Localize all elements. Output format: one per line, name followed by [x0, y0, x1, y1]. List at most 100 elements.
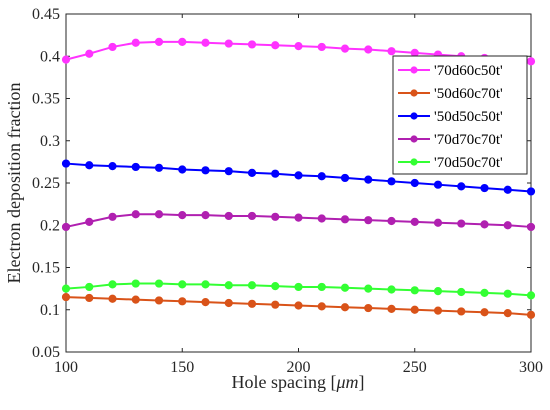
data-point	[224, 167, 233, 176]
data-point	[410, 286, 419, 295]
data-point	[61, 284, 71, 293]
legend-label: '50d60c70t'	[434, 86, 503, 102]
data-point	[271, 300, 280, 309]
data-point	[271, 169, 280, 178]
data-point	[154, 296, 164, 305]
legend-swatch-marker	[410, 158, 418, 166]
data-point	[61, 55, 71, 64]
data-point	[480, 220, 489, 229]
data-point	[364, 303, 373, 313]
data-point	[154, 37, 164, 46]
legend-item: '50d50c50t'	[398, 109, 503, 125]
data-point	[201, 211, 210, 220]
data-point	[480, 183, 489, 193]
x-tick-label: 250	[403, 359, 427, 376]
data-point	[131, 210, 140, 219]
data-point	[131, 162, 140, 172]
data-point	[247, 211, 257, 221]
legend-item: '70d50c70t'	[398, 155, 503, 171]
legend-label: '70d60c50t'	[434, 63, 503, 79]
data-point	[526, 222, 536, 232]
data-point	[85, 161, 94, 170]
x-tick-label: 200	[287, 359, 311, 376]
data-point	[108, 162, 117, 171]
legend-swatch-marker	[410, 135, 418, 143]
data-point	[131, 279, 140, 288]
legend-item: '70d60c50t'	[398, 63, 503, 79]
data-point	[271, 281, 280, 291]
y-axis: 0.05 0.1 0.15 0.2 0.25 0.3 0.35 0.4 0.45	[32, 6, 531, 361]
data-point	[85, 217, 94, 226]
data-point	[457, 287, 466, 297]
data-point	[503, 221, 512, 230]
data-point	[61, 292, 71, 302]
data-point	[294, 301, 303, 310]
data-point	[387, 216, 396, 226]
y-tick-label: 0.3	[40, 133, 60, 150]
series-layer	[61, 37, 536, 319]
data-point	[108, 212, 117, 221]
data-point	[317, 172, 326, 181]
data-point	[247, 281, 257, 290]
data-point	[154, 210, 164, 219]
data-point	[433, 180, 443, 189]
data-point	[317, 42, 326, 52]
data-point	[294, 171, 303, 180]
data-point	[503, 185, 512, 194]
legend-item: '50d60c70t'	[398, 86, 503, 102]
x-tick-label: 100	[54, 359, 78, 376]
data-point	[317, 214, 326, 223]
data-point	[410, 217, 419, 226]
data-point	[387, 285, 396, 294]
x-axis-title-unit: μm	[335, 372, 358, 392]
data-point	[201, 166, 210, 175]
data-point	[271, 41, 280, 50]
data-point	[178, 297, 187, 306]
series-2	[61, 159, 536, 196]
data-point	[364, 175, 373, 184]
y-tick-label: 0.35	[32, 91, 60, 108]
x-axis-title-text: Hole spacing [	[231, 372, 336, 392]
data-point	[340, 303, 350, 312]
data-point	[364, 45, 373, 54]
data-point	[85, 293, 94, 303]
data-point	[294, 213, 303, 222]
data-point	[201, 298, 210, 307]
data-point	[154, 163, 164, 172]
legend-swatch-marker	[410, 112, 418, 120]
legend: '70d60c50t' '50d60c70t' '50d50c50t' '70d70c…	[392, 55, 528, 175]
data-point	[85, 49, 94, 58]
data-point	[387, 304, 396, 314]
data-point	[178, 37, 187, 46]
data-point	[247, 168, 257, 177]
data-point	[108, 42, 117, 52]
data-point	[61, 159, 71, 168]
data-point	[457, 219, 466, 228]
y-tick-label: 0.25	[32, 175, 60, 192]
x-tick-label: 150	[170, 359, 194, 376]
data-point	[480, 288, 489, 297]
x-tick-label: 300	[519, 359, 543, 376]
data-point	[387, 177, 396, 186]
y-tick-label: 0.2	[40, 217, 60, 234]
x-axis: 100 150 200 250 300	[54, 14, 543, 376]
data-point	[131, 38, 140, 47]
data-point	[457, 182, 466, 191]
data-point	[271, 212, 280, 221]
data-point	[387, 47, 396, 56]
legend-swatch-marker	[410, 66, 418, 74]
data-point	[178, 280, 187, 289]
data-point	[224, 281, 233, 290]
data-point	[503, 289, 512, 298]
data-point	[108, 280, 117, 289]
data-point	[131, 295, 140, 304]
data-point	[340, 173, 350, 183]
x-axis-title: Hole spacing [μm]	[231, 372, 364, 392]
y-tick-label: 0.05	[32, 344, 60, 361]
data-point	[61, 222, 71, 232]
legend-swatch-marker	[410, 89, 418, 97]
data-point	[433, 306, 443, 315]
data-point	[154, 279, 164, 288]
data-point	[317, 302, 326, 311]
